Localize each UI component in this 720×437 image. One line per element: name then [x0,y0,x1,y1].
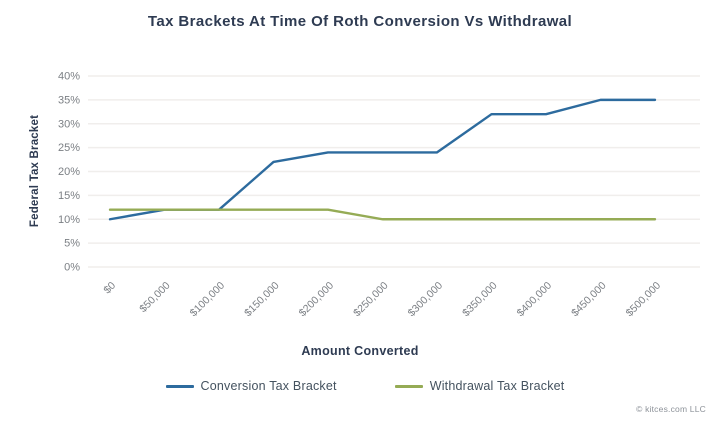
x-tick-label: $250,000 [351,280,391,320]
x-tick-label: $300,000 [406,280,446,320]
y-tick-label: 0% [64,262,80,274]
chart-title: Tax Brackets At Time Of Roth Conversion … [147,13,573,30]
x-tick-label: $500,000 [624,280,664,320]
legend-label: Conversion Tax Bracket [200,379,337,393]
legend-label: Withdrawal Tax Bracket [429,379,565,393]
series-line-conversion [108,98,657,221]
x-tick-label: $200,000 [297,280,337,320]
x-tick-label: $100,000 [188,280,228,320]
y-tick-label: 5% [64,238,80,250]
series-line-withdrawal [108,208,657,221]
x-tick-label: $150,000 [242,280,282,320]
x-tick-label: $350,000 [460,280,500,320]
y-tick-label: 10% [58,214,80,226]
x-tick-label: $50,000 [137,280,172,315]
y-tick-label: 15% [58,190,80,202]
legend-line-swatch [165,384,194,388]
y-tick-label: 35% [58,94,80,106]
y-tick-label: 20% [58,166,80,178]
legend-item-conversion: Conversion Tax Bracket [165,379,337,393]
legend-item-withdrawal: Withdrawal Tax Bracket [394,379,565,393]
y-tick-label: 40% [58,71,80,83]
legend: Conversion Tax Bracket Withdrawal Tax Bra… [30,379,700,393]
legend-line-swatch [394,384,423,388]
x-tick-label: $400,000 [515,280,555,320]
y-tick-label: 25% [58,142,80,154]
x-tick-label: $450,000 [569,280,609,320]
y-tick-label: 30% [58,118,80,130]
attribution: © kitces.com LLC [636,404,706,414]
x-tick-label: $0 [101,280,118,297]
x-axis-title: Amount Converted [301,344,419,358]
